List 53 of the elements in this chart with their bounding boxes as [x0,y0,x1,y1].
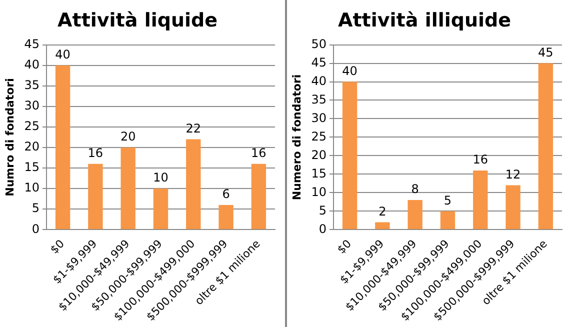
y-tick-label: 15 [311,166,326,180]
y-tick-label: 50 [311,36,326,51]
bar [342,82,358,230]
y-tick-label: 20 [311,148,326,162]
bar [251,164,266,230]
data-label: 5 [444,193,452,208]
data-label: 40 [342,64,358,78]
y-tick-label: 25 [24,119,40,134]
y-tick-label: 45 [311,55,326,70]
data-label: 10 [153,170,168,185]
y-tick-label: 5 [32,201,40,216]
y-axis-title: Numro di fondatori [3,78,16,196]
y-tick-label: 30 [311,110,326,125]
y-tick-label: 10 [311,184,326,199]
bar [473,170,488,230]
data-label: 40 [55,47,70,62]
bar [408,200,422,230]
y-axis-title: Numero di fondatori [290,74,304,200]
y-tick-label: 30 [24,98,40,113]
data-label: 8 [411,182,419,196]
bar [88,164,103,230]
y-tick-label: 40 [24,57,40,72]
y-tick-label: 0 [318,222,326,236]
data-label: 45 [538,45,554,60]
y-tick-label: 35 [311,92,326,106]
y-tick-label: 25 [311,129,326,144]
y-tick-label: 15 [24,160,40,174]
bar [153,188,168,230]
data-label: 16 [88,146,104,160]
bar [55,65,70,230]
bar [120,147,136,230]
chart-title: Attività illiquide [338,9,511,32]
data-label: 6 [222,187,230,202]
y-tick-label: 40 [311,74,326,88]
chart-title: Attività liquide [58,9,218,32]
y-tick-label: 35 [24,78,40,92]
data-label: 20 [120,130,136,144]
data-label: 16 [251,146,266,160]
bar [375,222,390,230]
bar [186,139,201,230]
y-tick-label: 5 [318,203,326,218]
data-label: 12 [505,167,521,182]
data-label: 16 [472,152,488,167]
y-tick-label: 10 [24,180,40,195]
y-tick-label: 0 [32,222,40,236]
bar [440,211,456,230]
data-label: 22 [186,121,202,136]
y-tick-label: 20 [24,140,40,154]
bar [538,63,554,230]
data-label: 2 [378,204,386,218]
bar [506,185,520,230]
y-tick-label: 45 [24,36,40,51]
bar [218,204,234,230]
